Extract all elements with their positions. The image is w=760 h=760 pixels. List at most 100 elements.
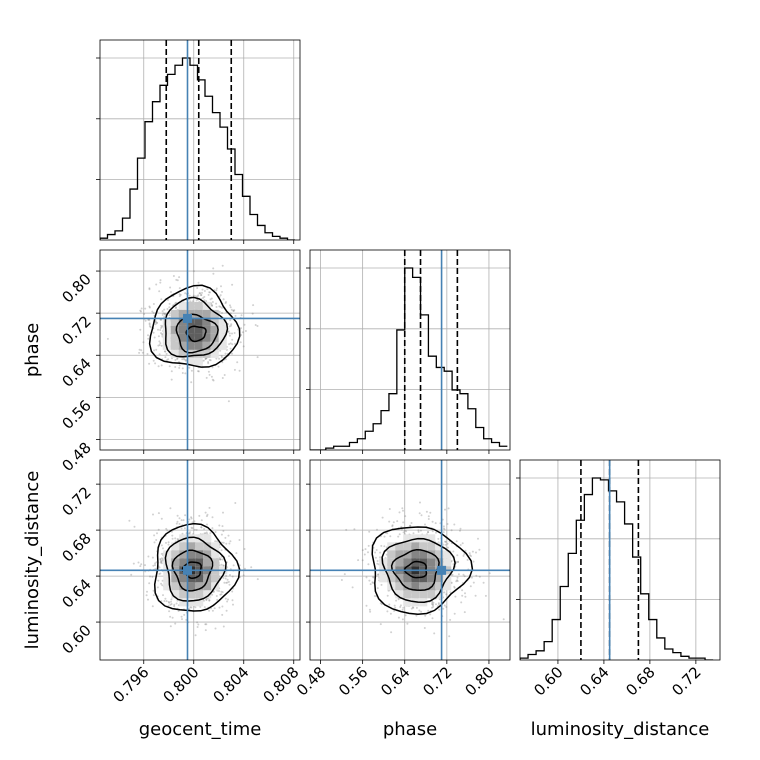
sample-point — [386, 594, 389, 597]
sample-point — [184, 372, 187, 375]
sample-point — [376, 587, 379, 590]
y-tick-label: 0.72 — [58, 483, 94, 519]
sample-point — [148, 288, 151, 291]
sample-point — [158, 566, 161, 569]
sample-point — [229, 574, 231, 576]
sample-point — [243, 567, 246, 570]
x-axis-label-luminosity-distance: luminosity_distance — [531, 719, 710, 740]
sample-point — [477, 537, 479, 540]
sample-point — [193, 520, 196, 523]
sample-point — [188, 294, 191, 297]
density-cell — [186, 349, 195, 358]
sample-point — [163, 350, 166, 353]
sample-point — [376, 560, 379, 562]
sample-point — [424, 614, 427, 617]
density-cell — [218, 333, 227, 342]
sample-point — [154, 323, 157, 326]
sample-point — [167, 358, 170, 361]
sample-point — [424, 523, 426, 526]
density-cell — [419, 550, 428, 559]
sample-point — [197, 370, 199, 373]
sample-point — [472, 560, 475, 563]
sample-point — [401, 618, 404, 621]
sample-point — [189, 531, 191, 534]
contour-line — [185, 325, 207, 343]
histogram-panel-phase — [306, 249, 511, 451]
sample-point — [367, 551, 369, 554]
sample-point — [402, 606, 405, 609]
sample-point — [401, 507, 404, 510]
sample-point — [437, 537, 440, 540]
sample-point — [208, 291, 211, 294]
sample-point — [182, 247, 184, 249]
sample-point — [406, 622, 409, 625]
x-tick-label: 0.796 — [109, 663, 152, 706]
sample-point — [146, 353, 149, 355]
sample-point — [178, 522, 181, 525]
sample-point — [181, 367, 184, 370]
density-cell — [387, 550, 396, 559]
sample-point — [238, 369, 241, 372]
sample-point — [220, 355, 223, 357]
truth-marker — [183, 313, 192, 323]
density-cell — [427, 590, 436, 599]
sample-point — [160, 364, 163, 367]
density-cell — [395, 582, 404, 591]
sample-point — [191, 300, 194, 303]
sample-point — [380, 583, 383, 586]
sample-point — [164, 356, 167, 359]
sample-point — [231, 590, 234, 593]
panel-frame — [99, 459, 301, 661]
sample-point — [158, 290, 161, 293]
density-cell — [171, 558, 180, 567]
sample-point — [221, 558, 224, 561]
sample-point — [170, 378, 173, 381]
density-cell — [163, 582, 172, 591]
sample-point — [437, 602, 440, 605]
sample-point — [163, 308, 166, 311]
sample-point — [155, 283, 158, 286]
sample-point — [415, 614, 418, 617]
sample-point — [381, 516, 384, 519]
sample-point — [151, 310, 154, 313]
sample-point — [233, 309, 236, 312]
sample-point — [208, 506, 211, 509]
density-cell — [162, 317, 171, 326]
sample-point — [222, 511, 224, 514]
sample-point — [463, 553, 466, 556]
density-cell — [403, 574, 412, 583]
density-cell — [194, 309, 203, 318]
sample-point — [222, 541, 225, 544]
sample-point — [403, 529, 406, 532]
contour-line — [381, 537, 456, 603]
panel-frame — [309, 459, 511, 661]
sample-point — [165, 600, 168, 603]
density-cell — [411, 542, 420, 551]
density-cell — [186, 341, 195, 350]
sample-point — [229, 312, 232, 315]
sample-point — [190, 526, 193, 529]
sample-point — [177, 610, 180, 612]
contour-line — [148, 284, 241, 368]
histogram-steps — [310, 267, 508, 450]
sample-point — [197, 623, 200, 626]
sample-point — [209, 359, 212, 362]
sample-point — [204, 532, 207, 535]
sample-point — [178, 366, 181, 369]
sample-point — [157, 365, 160, 368]
sample-point — [442, 527, 445, 530]
sample-point — [484, 594, 487, 597]
sample-point — [214, 531, 217, 533]
density-cell — [419, 582, 428, 591]
sample-point — [402, 531, 405, 534]
sample-point — [171, 534, 174, 537]
density-cell — [202, 325, 211, 334]
sample-point — [188, 518, 191, 521]
sample-point — [364, 548, 367, 551]
sample-point — [434, 522, 437, 525]
y-tick-label: 0.56 — [58, 396, 94, 432]
sample-point — [163, 313, 166, 316]
sample-point — [188, 532, 191, 535]
sample-point — [203, 528, 206, 530]
sample-point — [195, 528, 198, 531]
